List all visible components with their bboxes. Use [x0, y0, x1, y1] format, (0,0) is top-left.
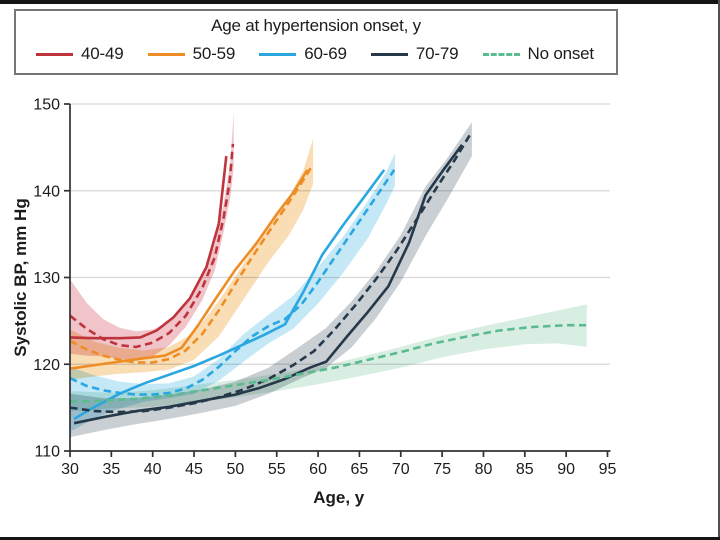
confidence-bands	[70, 112, 587, 438]
x-tick-label: 90	[557, 461, 575, 478]
line-swatch-icon	[36, 52, 73, 56]
legend-title: Age at hypertension onset, y	[211, 16, 421, 35]
legend: Age at hypertension onset, y 40-49 50-59…	[14, 9, 618, 75]
x-tick-label: 40	[144, 461, 162, 478]
line-swatch-icon	[259, 52, 297, 56]
dashed-line-50-59	[69, 164, 314, 364]
bottom-rule	[0, 537, 720, 540]
legend-item-70-79: 70-79	[370, 44, 459, 64]
y-axis-title: Systolic BP, mm Hg	[11, 198, 30, 356]
legend-item-no-onset: No onset	[482, 44, 595, 64]
trajectory-lines	[69, 133, 586, 425]
x-tick-label: 60	[309, 461, 327, 478]
legend-label: 40-49	[81, 44, 124, 63]
solid-line-50-59	[69, 169, 309, 370]
y-tick-label: 110	[34, 444, 60, 461]
dashed-line-swatch-icon	[482, 52, 520, 56]
line-swatch-icon	[147, 52, 185, 56]
legend-item-40-49: 40-49	[36, 44, 124, 64]
x-tick-label: 70	[392, 461, 410, 478]
dashed-line-60-69	[69, 169, 396, 396]
legend-label: 50-59	[192, 44, 236, 63]
legend-label: 60-69	[304, 44, 347, 63]
axes	[64, 103, 611, 457]
tick-labels: 110 120 130 140 150 30 35 40 45 50 55 60 65 70 75 80 85 9…	[33, 97, 616, 479]
legend-label: No onset	[527, 44, 595, 63]
legend-items: 40-49 50-59 60-69 70-79 No onset	[16, 36, 616, 64]
legend-label: 70-79	[415, 44, 459, 63]
legend-item-50-59: 50-59	[147, 44, 236, 64]
line-swatch-icon	[370, 52, 408, 56]
x-tick-label: 50	[226, 461, 244, 478]
y-tick-label: 150	[33, 97, 60, 114]
y-tick-label: 130	[33, 270, 60, 287]
x-tick-label: 45	[185, 461, 203, 478]
legend-item-60-69: 60-69	[259, 44, 347, 64]
x-tick-label: 30	[61, 461, 79, 478]
dashed-line-40-49	[69, 143, 235, 349]
x-tick-label: 95	[599, 461, 617, 478]
solid-line-40-49	[69, 155, 228, 340]
x-axis-title: Age, y	[313, 488, 365, 507]
top-rule	[0, 0, 720, 4]
band-50-59	[70, 138, 314, 380]
right-rule	[718, 0, 720, 540]
y-tick-label: 120	[33, 357, 60, 374]
dashed-line-70-79	[69, 133, 472, 414]
x-tick-label: 75	[433, 461, 451, 478]
x-tick-label: 65	[351, 461, 369, 478]
y-tick-label: 140	[33, 183, 60, 200]
x-tick-label: 80	[475, 461, 493, 478]
band-40-49	[70, 112, 234, 361]
x-tick-label: 85	[516, 461, 534, 478]
x-tick-label: 35	[102, 461, 120, 478]
x-tick-label: 55	[268, 461, 286, 478]
dashed-line-No onset	[69, 323, 586, 403]
